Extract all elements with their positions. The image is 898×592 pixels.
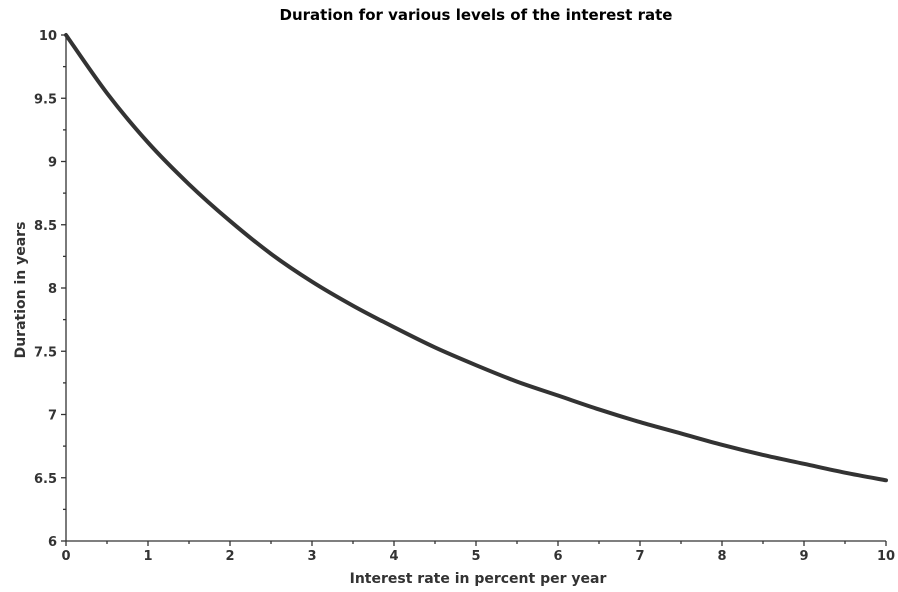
y-tick-label: 9.5 [34,92,57,107]
x-tick-label: 2 [225,549,234,564]
x-tick-label: 6 [553,549,562,564]
y-tick-label: 10 [39,29,57,44]
plot-area [64,33,888,483]
y-tick-label: 7.5 [34,345,57,360]
y-tick-label: 8.5 [34,219,57,234]
y-axis-label: Duration in years [13,222,29,359]
x-tick-label: 5 [471,549,480,564]
x-tick-label: 4 [389,549,398,564]
x-tick-label: 10 [877,549,895,564]
x-tick-label: 0 [61,549,70,564]
x-tick-label: 7 [635,549,644,564]
y-tick-label: 7 [48,409,57,424]
x-tick-label: 3 [307,549,316,564]
x-axis-label: Interest rate in percent per year [350,571,607,587]
x-tick-label: 9 [799,549,808,564]
y-tick-label: 9 [48,156,57,171]
duration-series-line [64,33,888,483]
y-tick-label: 8 [48,282,57,297]
x-tick-label: 1 [143,549,152,564]
y-tick-label: 6.5 [34,472,57,487]
axes: 0 1 2 3 4 5 6 7 8 9 10 6 6.5 7 7.5 8 8.5 9 9.5 10 [34,29,895,564]
y-tick-label: 6 [48,535,57,550]
chart-title: Duration for various levels of the inter… [280,6,673,24]
x-tick-label: 8 [717,549,726,564]
